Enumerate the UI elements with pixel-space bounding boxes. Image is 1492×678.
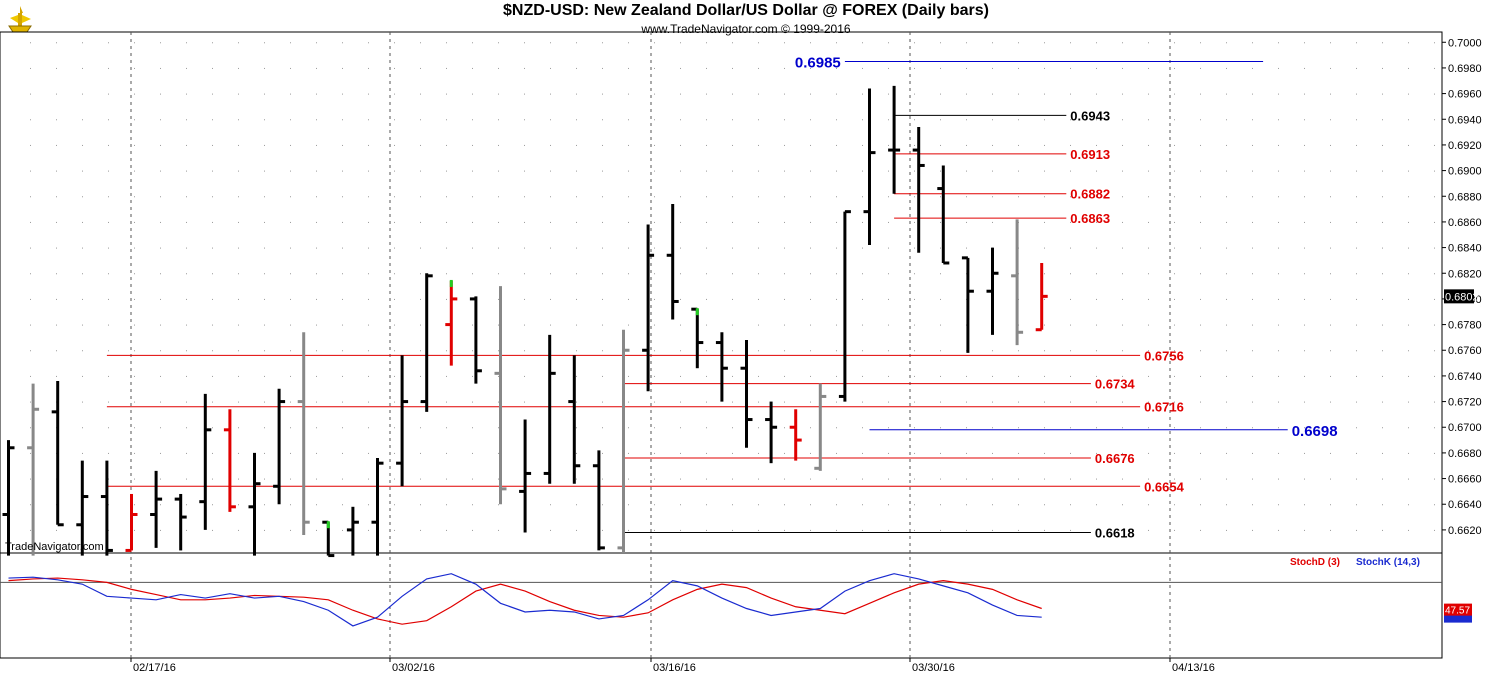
stochastic-panel: StochD (3) StochK (14,3) 47.57 [0,557,1472,627]
y-tick-label: 0.6920 [1448,140,1482,152]
stoch-series-1 [8,573,1042,627]
last-price-box [1444,289,1474,304]
level-label-0.6618: 0.6618 [1095,525,1135,540]
legend-stochk: StochK (14,3) [1356,557,1420,568]
legend-stochd: StochD (3) [1290,557,1340,568]
x-tick-label: 03/30/16 [912,662,955,674]
level-label-0.6716: 0.6716 [1144,400,1184,415]
level-label-0.6676: 0.6676 [1095,451,1135,466]
last-price-label: 0.6802 [1445,291,1479,303]
x-tick-label: 03/02/16 [392,662,435,674]
y-tick-label: 0.6900 [1448,166,1482,178]
stoch-value-box-d [1444,603,1472,616]
stoch-last-value: 47.57 [1445,606,1470,617]
level-label-0.6756: 0.6756 [1144,348,1184,363]
y-tick-label: 0.7000 [1448,37,1482,49]
stoch-series-0 [8,577,1042,625]
y-tick-label: 0.6680 [1448,448,1482,460]
level-label-0.6654: 0.6654 [1144,479,1185,494]
price-axis: 0.7000 0.6980 0.6960 0.6940 0.6920 0.6900 0.68… [1442,37,1482,537]
y-tick-label: 0.6740 [1448,371,1482,383]
x-tick-label: 04/13/16 [1172,662,1215,674]
y-tick-label: 0.6760 [1448,345,1482,357]
y-tick-label: 0.6840 [1448,243,1482,255]
watermark: TradeNavigator.com [5,541,104,553]
level-label-0.6985: 0.6985 [795,55,841,72]
y-tick-label: 0.6820 [1448,268,1482,280]
y-tick-label: 0.6860 [1448,217,1482,229]
level-label-0.6943: 0.6943 [1070,108,1110,123]
y-tick-label: 0.6620 [1448,525,1482,537]
y-tick-label: 0.6660 [1448,474,1482,486]
chart-title: $NZD-USD: New Zealand Dollar/US Dollar @… [503,2,989,19]
level-label-0.6734: 0.6734 [1095,377,1136,392]
ohlc-bars [2,85,1048,558]
y-tick-label: 0.6960 [1448,89,1482,101]
level-label-0.6913: 0.6913 [1070,147,1110,162]
y-tick-label: 0.6640 [1448,499,1482,511]
trade-navigator-logo-icon [6,4,34,34]
x-tick-label: 02/17/16 [133,662,176,674]
grid [30,32,1435,658]
y-tick-label: 0.6980 [1448,63,1482,75]
y-tick-label: 0.6720 [1448,397,1482,409]
date-axis: 02/17/16 03/02/16 03/16/16 03/30/16 04/13/16 [130,658,1215,674]
x-tick-label: 03/16/16 [653,662,696,674]
level-label-0.6863: 0.6863 [1070,211,1110,226]
y-tick-label: 0.6940 [1448,114,1482,126]
y-tick-label: 0.6880 [1448,191,1482,203]
price-levels: 0.6985 0.6943 0.6913 0.6882 0.6863 0.6756 0.67… [106,55,1338,540]
y-tick-label: 0.6780 [1448,320,1482,332]
chart-frame [0,31,1443,659]
plot-border [0,31,1443,659]
y-tick-label: 0.6700 [1448,422,1482,434]
level-label-0.6698: 0.6698 [1292,423,1338,440]
level-label-0.6882: 0.6882 [1070,187,1110,202]
